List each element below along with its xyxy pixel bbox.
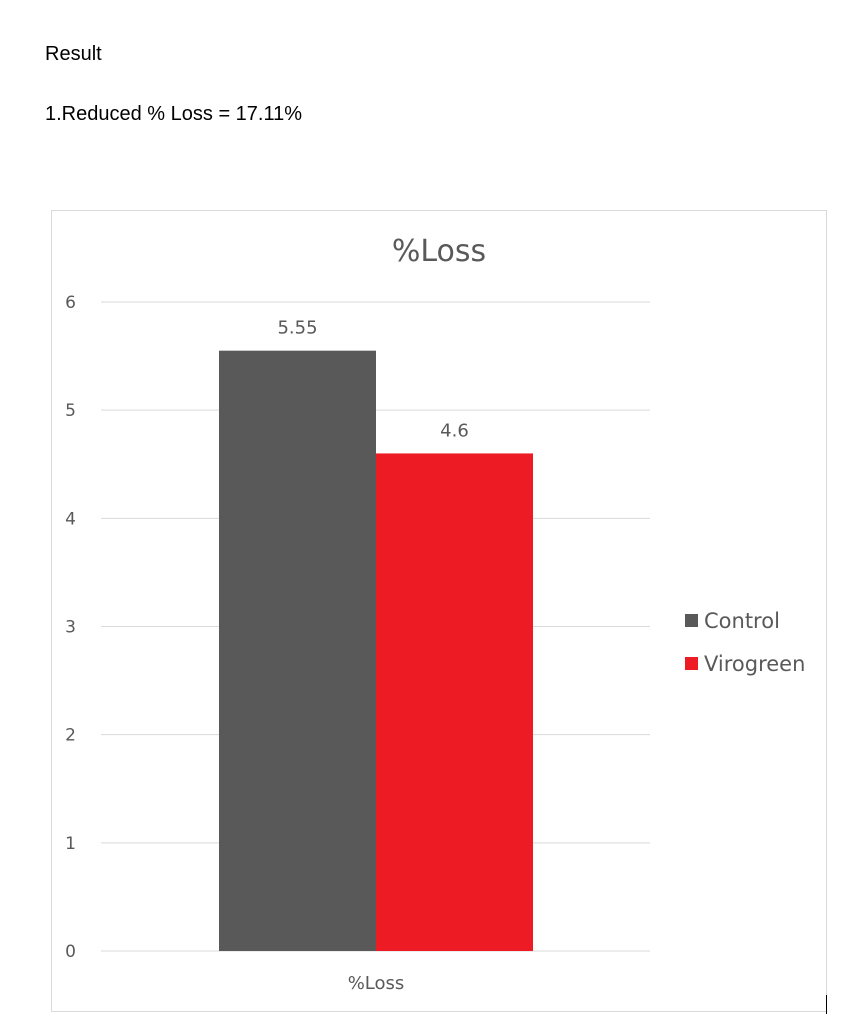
legend-swatch-virogreen (685, 657, 698, 670)
legend-swatch-control (685, 614, 698, 627)
chart-container[interactable]: %Loss 0 1 2 3 4 5 6 5.55 4.6 %Loss Control Virogreen (51, 210, 827, 1012)
y-tick-label-1: 1 (65, 834, 76, 854)
legend-label-control: Control (704, 609, 780, 633)
x-category-label: %Loss (348, 973, 405, 994)
y-tick-label-6: 6 (65, 293, 76, 313)
bar-virogreen (376, 453, 533, 951)
loss-bar-chart: %Loss 0 1 2 3 4 5 6 5.55 4.6 %Loss Control Virogreen (65, 234, 805, 994)
chart-title: %Loss (392, 234, 486, 269)
text-cursor (826, 995, 827, 1014)
y-tick-label-3: 3 (65, 618, 76, 638)
y-tick-label-2: 2 (65, 726, 76, 746)
result-heading: Result (45, 43, 102, 65)
legend-label-virogreen: Virogreen (704, 652, 805, 676)
bar-control (219, 350, 376, 951)
y-tick-label-5: 5 (65, 401, 76, 421)
reduced-loss-statement: 1.Reduced % Loss = 17.11% (45, 103, 303, 125)
data-label-control: 5.55 (277, 318, 317, 339)
data-label-virogreen: 4.6 (440, 420, 469, 441)
y-tick-label-0: 0 (65, 942, 76, 962)
y-tick-label-4: 4 (65, 509, 76, 529)
